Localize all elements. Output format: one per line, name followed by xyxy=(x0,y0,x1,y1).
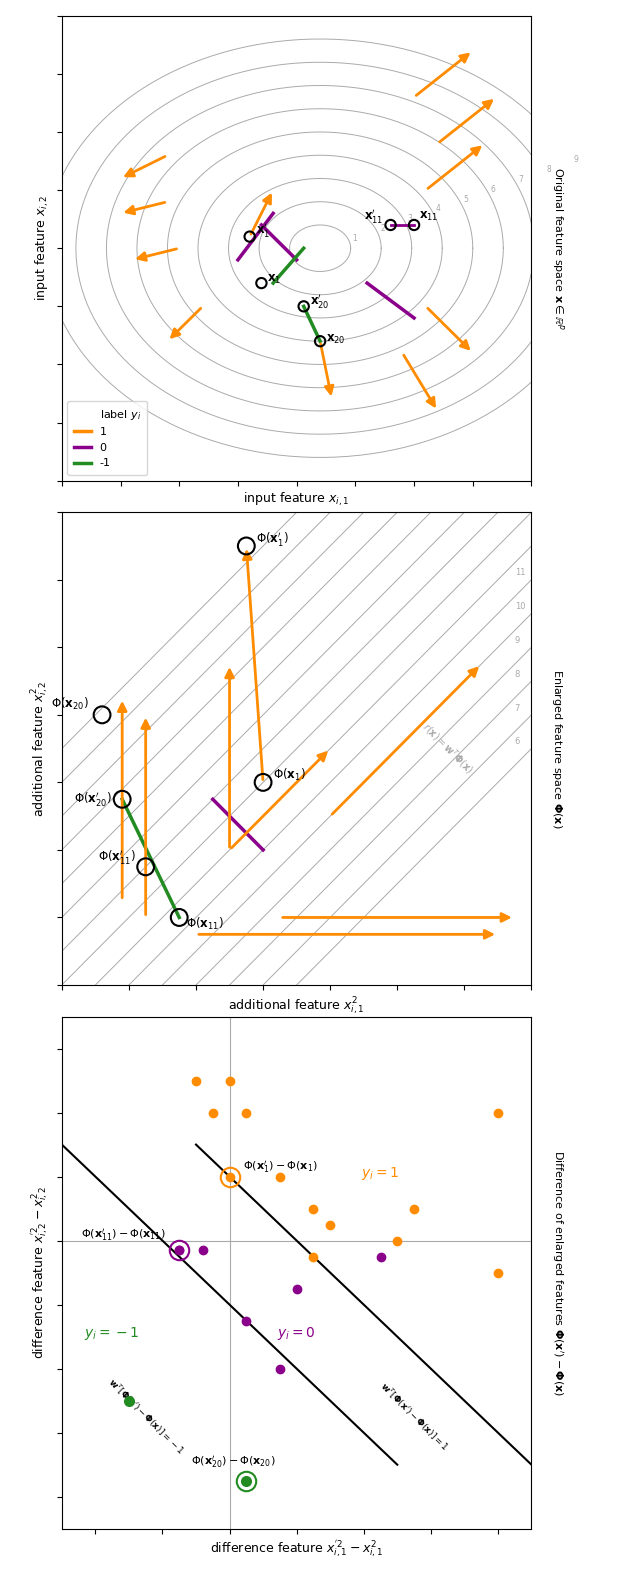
Text: 3: 3 xyxy=(408,214,413,224)
Text: $\mathbf{w}^T[\mathbf{\Phi}(\mathbf{x}') - \mathbf{\Phi}(\mathbf{x})] = -1$: $\mathbf{w}^T[\mathbf{\Phi}(\mathbf{x}')… xyxy=(104,1376,187,1458)
Text: Difference of enlarged features $\mathbf{\Phi}(\mathbf{x}') - \mathbf{\Phi}(\mat: Difference of enlarged features $\mathbf… xyxy=(550,1149,565,1396)
X-axis label: input feature $x_{i,1}$: input feature $x_{i,1}$ xyxy=(243,492,350,509)
Text: $\Phi(\mathbf{x}_{20}') - \Phi(\mathbf{x}_{20})$: $\Phi(\mathbf{x}_{20}') - \Phi(\mathbf{x… xyxy=(190,1455,275,1470)
Text: $y_i = 0$: $y_i = 0$ xyxy=(277,1325,316,1341)
Text: $\Phi(\mathbf{x}_{11}')$: $\Phi(\mathbf{x}_{11}')$ xyxy=(98,848,135,865)
Text: 11: 11 xyxy=(515,569,525,577)
X-axis label: additional feature $x_{i,1}^2$: additional feature $x_{i,1}^2$ xyxy=(229,996,365,1017)
Text: 7: 7 xyxy=(515,703,520,712)
Text: 8: 8 xyxy=(515,670,520,679)
Text: 1: 1 xyxy=(352,233,357,243)
X-axis label: difference feature $x_{i,1}^{'2} - x_{i,1}^{2}$: difference feature $x_{i,1}^{'2} - x_{i,… xyxy=(210,1540,383,1560)
Text: 8: 8 xyxy=(546,165,551,173)
Text: 5: 5 xyxy=(463,194,468,203)
Legend: label $y_i$, 1, 0, -1: label $y_i$, 1, 0, -1 xyxy=(67,402,147,474)
Text: 6: 6 xyxy=(515,738,520,747)
Text: $\Phi(\mathbf{x}_1)$: $\Phi(\mathbf{x}_1)$ xyxy=(273,768,306,783)
Text: $\Phi(\mathbf{x}_1') - \Phi(\mathbf{x}_1)$: $\Phi(\mathbf{x}_1') - \Phi(\mathbf{x}_1… xyxy=(243,1160,318,1176)
Text: 6: 6 xyxy=(491,184,496,194)
Text: $\mathbf{x}_{20}'$: $\mathbf{x}_{20}'$ xyxy=(310,292,329,309)
Text: $\Phi(\mathbf{x}_{11}') - \Phi(\mathbf{x}_{11})$: $\Phi(\mathbf{x}_{11}') - \Phi(\mathbf{x… xyxy=(81,1226,166,1243)
Text: $\Phi(\mathbf{x}_{20}')$: $\Phi(\mathbf{x}_{20}')$ xyxy=(74,790,112,808)
Text: Original feature space $\mathbf{x} \in \mathbb{R}^p$: Original feature space $\mathbf{x} \in \… xyxy=(550,167,566,329)
Text: 2: 2 xyxy=(380,224,385,233)
Text: $y_i = 1$: $y_i = 1$ xyxy=(362,1165,400,1182)
Text: $\mathbf{x}_{11}'$: $\mathbf{x}_{11}'$ xyxy=(364,206,384,225)
Text: $\Phi(\mathbf{x}_{11})$: $\Phi(\mathbf{x}_{11})$ xyxy=(186,916,224,931)
Text: $\mathbf{x}_{11}$: $\mathbf{x}_{11}$ xyxy=(419,210,438,224)
Y-axis label: input feature $x_{i,2}$: input feature $x_{i,2}$ xyxy=(34,195,51,301)
Text: 10: 10 xyxy=(515,602,525,611)
Text: 7: 7 xyxy=(519,175,523,184)
Text: $r(\mathbf{x}) = \mathbf{w}^T\mathbf{\Phi}(\mathbf{x})$: $r(\mathbf{x}) = \mathbf{w}^T\mathbf{\Ph… xyxy=(419,720,476,777)
Y-axis label: difference feature $x_{i,2}^{'2} - x_{i,2}^{2}$: difference feature $x_{i,2}^{'2} - x_{i,… xyxy=(30,1187,51,1359)
Text: $\mathbf{w}^T[\mathbf{\Phi}(\mathbf{x}') - \mathbf{\Phi}(\mathbf{x})] = 1$: $\mathbf{w}^T[\mathbf{\Phi}(\mathbf{x}')… xyxy=(377,1379,451,1453)
Text: Enlarged feature space $\mathbf{\Phi}(\mathbf{x})$: Enlarged feature space $\mathbf{\Phi}(\m… xyxy=(550,668,564,829)
Text: $\mathbf{x}_1'$: $\mathbf{x}_1'$ xyxy=(256,221,269,238)
Text: $\Phi(\mathbf{x}_1')$: $\Phi(\mathbf{x}_1')$ xyxy=(256,530,289,548)
Text: $y_i = -1$: $y_i = -1$ xyxy=(85,1325,140,1341)
Y-axis label: additional feature $x_{i,2}^2$: additional feature $x_{i,2}^2$ xyxy=(30,681,51,816)
Text: $\mathbf{x}_1$: $\mathbf{x}_1$ xyxy=(267,273,281,285)
Text: 9: 9 xyxy=(515,637,520,645)
Text: 9: 9 xyxy=(574,156,578,164)
Text: $\mathbf{x}_{20}$: $\mathbf{x}_{20}$ xyxy=(326,334,345,347)
Text: $\Phi(\mathbf{x}_{20})$: $\Phi(\mathbf{x}_{20})$ xyxy=(51,697,88,712)
Text: 4: 4 xyxy=(436,205,441,213)
